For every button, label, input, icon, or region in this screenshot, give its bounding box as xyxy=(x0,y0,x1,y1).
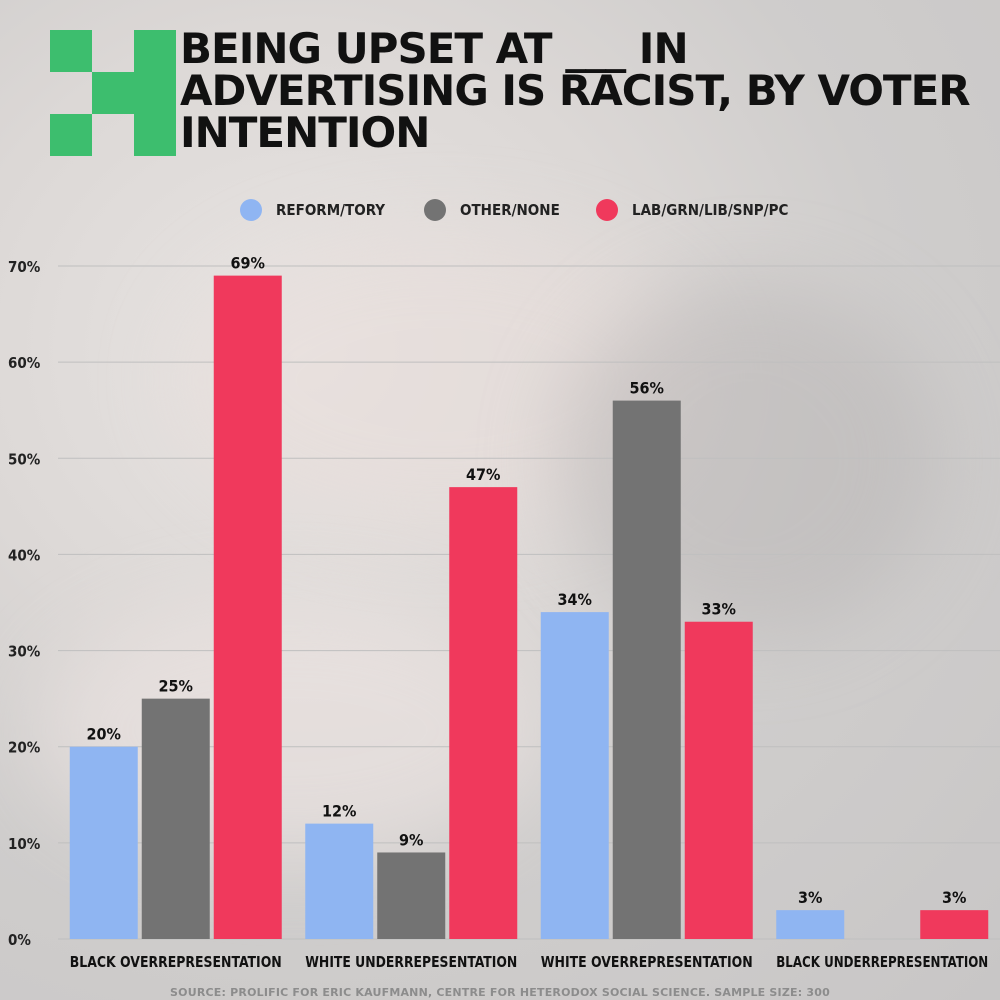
bar-black-underrepresentation-reform-tory xyxy=(776,910,845,939)
legend-label-reform-tory: REFORM/TORY xyxy=(276,201,386,219)
data-label-white-overrepresentation-other-none: 56% xyxy=(630,379,664,398)
legend-label-other-none: OTHER/NONE xyxy=(460,201,560,219)
source-note: SOURCE: PROLIFIC FOR ERIC KAUFMANN, CENT… xyxy=(170,986,830,999)
logo-square-tl xyxy=(50,30,92,72)
logo-square-tr xyxy=(134,30,176,72)
bar-black-overrepresentation-lab-grn-lib-snp-pc xyxy=(213,275,282,940)
chart-title: BEING UPSET AT ___ IN ADVERTISING IS RAC… xyxy=(180,24,971,157)
data-label-black-overrepresentation-reform-tory: 20% xyxy=(87,725,121,744)
data-label-white-underrepesentation-lab-grn-lib-snp-pc: 47% xyxy=(466,465,500,484)
y-tick-label-0: 0% xyxy=(8,931,31,949)
logo-square-bl xyxy=(50,114,92,156)
data-label-white-underrepesentation-other-none: 9% xyxy=(399,830,423,849)
legend-item-other-none: OTHER/NONE xyxy=(424,195,560,225)
legend-item-reform-tory: REFORM/TORY xyxy=(240,195,385,225)
bar-white-overrepresentation-other-none xyxy=(612,400,681,940)
legend-swatch-lab-grn-lib-snp-pc xyxy=(596,199,618,221)
y-tick-label-40: 40% xyxy=(8,546,41,564)
logo-square-mid xyxy=(92,72,176,114)
data-label-white-overrepresentation-lab-grn-lib-snp-pc: 33% xyxy=(702,600,736,619)
x-category-label-white-overrepresentation: WHITE OVERREPRESENTATION xyxy=(541,953,753,971)
logo-square-br xyxy=(134,114,176,156)
bar-black-underrepresentation-lab-grn-lib-snp-pc xyxy=(920,910,989,939)
x-category-label-black-overrepresentation: BLACK OVERREPRESENTATION xyxy=(70,953,282,971)
bar-white-underrepesentation-other-none xyxy=(377,852,446,939)
bar-chart: 0% 10% 20% 30% 40% 50% 60% 70% 20% 25% 69% BLACK OV… xyxy=(8,254,1000,971)
data-label-black-overrepresentation-lab-grn-lib-snp-pc: 69% xyxy=(231,254,265,273)
y-tick-label-70: 70% xyxy=(8,258,41,276)
data-label-black-underrepresentation-reform-tory: 3% xyxy=(798,888,822,907)
data-label-white-overrepresentation-reform-tory: 34% xyxy=(558,590,592,609)
bar-white-overrepresentation-lab-grn-lib-snp-pc xyxy=(684,621,753,939)
legend-swatch-other-none xyxy=(424,199,446,221)
bar-white-overrepresentation-reform-tory xyxy=(540,612,609,939)
legend-item-lab-grn-lib-snp-pc: LAB/GRN/LIB/SNP/PC xyxy=(596,195,788,225)
y-tick-label-20: 20% xyxy=(8,739,41,757)
legend-label-lab-grn-lib-snp-pc: LAB/GRN/LIB/SNP/PC xyxy=(632,201,789,219)
bar-white-underrepesentation-lab-grn-lib-snp-pc xyxy=(449,487,518,939)
bar-white-underrepesentation-reform-tory xyxy=(305,823,374,939)
y-tick-label-30: 30% xyxy=(8,643,41,661)
logo-icon xyxy=(50,30,176,156)
y-tick-label-50: 50% xyxy=(8,450,41,468)
bar-black-overrepresentation-other-none xyxy=(141,698,210,939)
x-category-label-black-underrepresentation: BLACK UNDERREPRESENTATION xyxy=(776,953,988,971)
data-label-black-overrepresentation-other-none: 25% xyxy=(159,677,193,696)
y-tick-label-10: 10% xyxy=(8,835,41,853)
y-tick-label-60: 60% xyxy=(8,354,41,372)
bar-black-overrepresentation-reform-tory xyxy=(69,746,138,939)
legend: REFORM/TORY OTHER/NONE LAB/GRN/LIB/SNP/P… xyxy=(0,195,1000,225)
legend-swatch-reform-tory xyxy=(240,199,262,221)
x-category-label-white-underrepesentation: WHITE UNDERREPESENTATION xyxy=(305,953,517,971)
data-label-black-underrepresentation-lab-grn-lib-snp-pc: 3% xyxy=(942,888,966,907)
data-label-white-underrepesentation-reform-tory: 12% xyxy=(322,802,356,821)
